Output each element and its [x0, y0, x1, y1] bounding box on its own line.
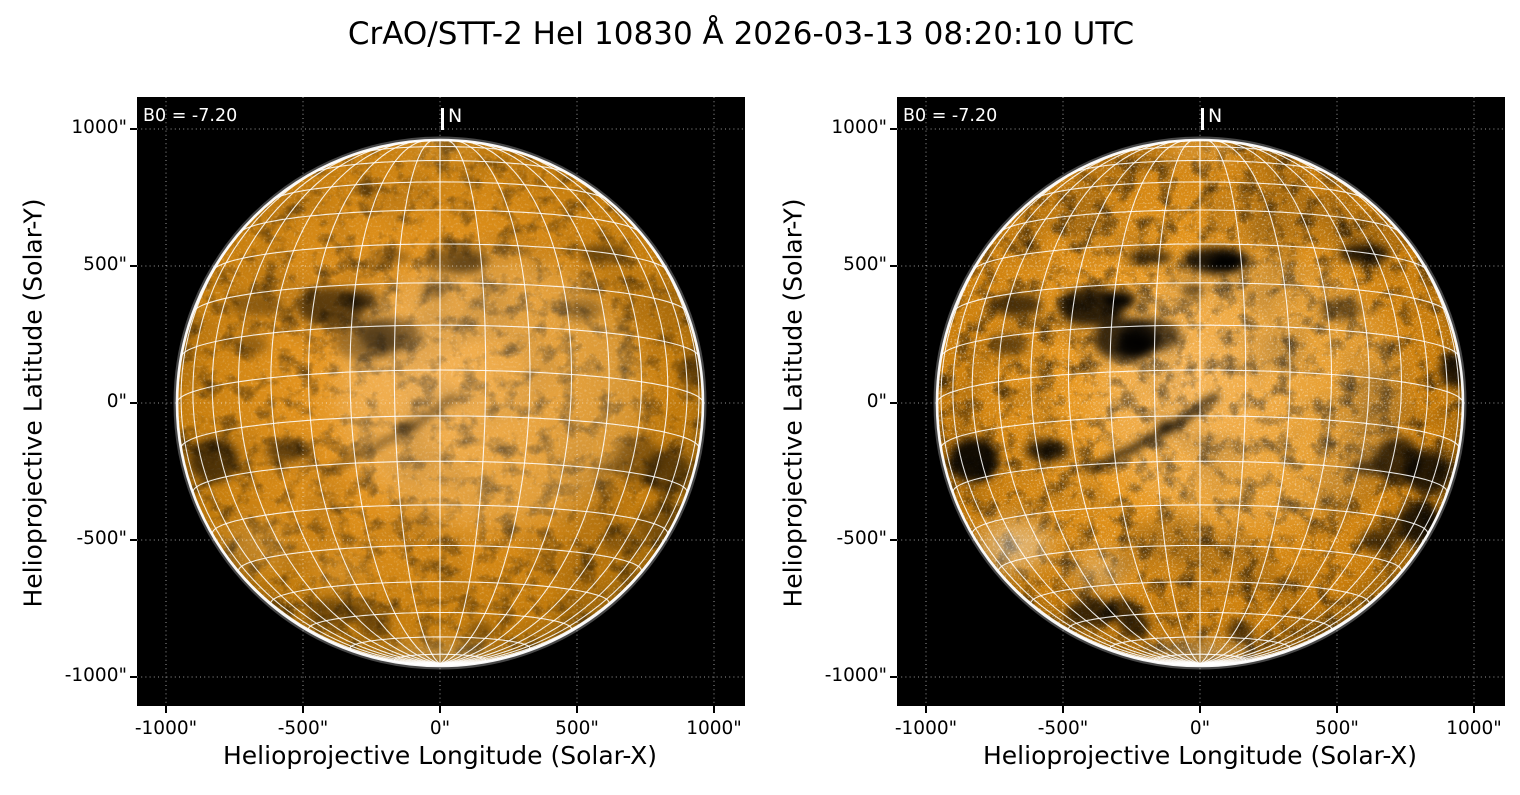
- x-tick-label: -1000": [894, 718, 958, 739]
- x-axis-label: Helioprojective Longitude (Solar-X): [222, 741, 658, 770]
- y-tick-label: -1000": [824, 665, 887, 686]
- y-tick-label: 1000": [71, 117, 127, 138]
- x-tick-label: 0": [429, 718, 451, 739]
- x-tick-label: 500": [555, 718, 599, 739]
- x-tick-label: -1000": [134, 718, 198, 739]
- y-tick-mark: [890, 676, 897, 678]
- y-tick-mark: [130, 128, 137, 130]
- y-tick-mark: [890, 128, 897, 130]
- y-tick-mark: [130, 402, 137, 404]
- x-tick-mark: [1473, 706, 1475, 713]
- y-tick-label: 500": [83, 254, 127, 275]
- x-tick-label: 500": [1315, 718, 1359, 739]
- solar-map-panel-left: B0 = -7.20 N -1000" -500" 0" 500" 1000" 1000…: [19, 97, 745, 770]
- y-tick-mark: [890, 265, 897, 267]
- x-tick-mark: [439, 706, 441, 713]
- y-tick-mark: [130, 265, 137, 267]
- x-tick-mark: [713, 706, 715, 713]
- y-tick-label: -500": [76, 528, 128, 549]
- solar-map-panel-right: B0 = -7.20 N -1000" -500" 0" 500" 1000" 1000…: [779, 97, 1505, 770]
- y-tick-label: 500": [843, 254, 887, 275]
- north-label: N: [1208, 105, 1223, 127]
- x-tick-mark: [1199, 706, 1201, 713]
- y-tick-mark: [130, 539, 137, 541]
- x-tick-mark: [1336, 706, 1338, 713]
- y-tick-mark: [890, 402, 897, 404]
- north-marker-tick: [441, 108, 444, 130]
- y-axis-label: Helioprojective Latitude (Solar-Y): [778, 198, 808, 608]
- y-tick-label: 0": [866, 391, 887, 412]
- b0-annotation: B0 = -7.20: [903, 106, 998, 126]
- y-tick-mark: [890, 539, 897, 541]
- x-tick-label: -500": [277, 718, 329, 739]
- x-tick-mark: [925, 706, 927, 713]
- x-tick-mark: [576, 706, 578, 713]
- x-tick-mark: [1062, 706, 1064, 713]
- x-tick-mark: [302, 706, 304, 713]
- y-axis-label: Helioprojective Latitude (Solar-Y): [18, 198, 48, 608]
- x-tick-label: -500": [1037, 718, 1089, 739]
- b0-annotation: B0 = -7.20: [143, 106, 238, 126]
- x-tick-mark: [165, 706, 167, 713]
- x-tick-label: 1000": [686, 718, 742, 739]
- y-tick-label: 1000": [831, 117, 887, 138]
- solar-disk-image-left: [137, 97, 745, 706]
- y-tick-label: 0": [106, 391, 127, 412]
- x-tick-label: 0": [1189, 718, 1211, 739]
- figure-title: CrAO/STT-2 HeI 10830 Å 2026-03-13 08:20:…: [347, 16, 1135, 52]
- y-tick-label: -1000": [64, 665, 127, 686]
- solar-disk-image-right: [897, 97, 1505, 706]
- north-marker-tick: [1201, 108, 1204, 130]
- y-tick-mark: [130, 676, 137, 678]
- y-tick-label: -500": [836, 528, 888, 549]
- x-tick-label: 1000": [1446, 718, 1502, 739]
- x-axis-label: Helioprojective Longitude (Solar-X): [982, 741, 1418, 770]
- north-label: N: [448, 105, 463, 127]
